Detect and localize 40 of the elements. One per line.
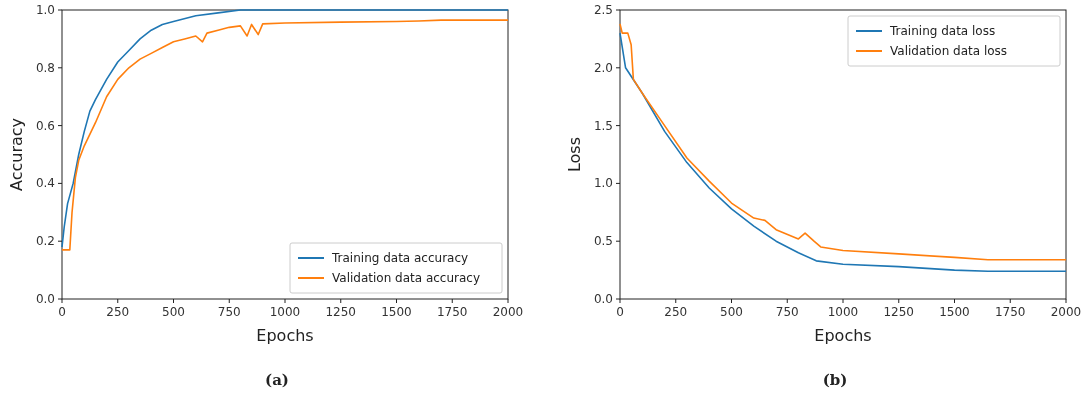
y-tick-label: 0.2 bbox=[35, 234, 55, 249]
legend-label: Training data accuracy bbox=[331, 251, 469, 265]
x-tick-label: 1500 bbox=[381, 305, 412, 319]
y-tick-label: 0.0 bbox=[35, 292, 55, 306]
x-tick-label: 500 bbox=[720, 305, 743, 319]
y-tick-label: 2.0 bbox=[593, 60, 613, 75]
x-tick-label: 2000 bbox=[492, 305, 524, 319]
y-axis-title: Loss bbox=[565, 136, 584, 173]
y-tick-label: 1.5 bbox=[593, 118, 613, 133]
y-tick-label: 2.5 bbox=[593, 3, 613, 17]
y-tick-label: 0.4 bbox=[35, 176, 55, 191]
x-tick-label: 1250 bbox=[883, 305, 915, 319]
x-tick-label: 250 bbox=[664, 305, 688, 319]
y-tick-label: 0.8 bbox=[35, 60, 55, 75]
x-tick-label: 1000 bbox=[269, 305, 301, 319]
y-tick-label: 0.6 bbox=[35, 118, 55, 133]
legend-label: Training data loss bbox=[889, 24, 996, 38]
y-axis-title: Accuracy bbox=[7, 117, 26, 192]
x-tick-label: 250 bbox=[106, 305, 130, 319]
legend-label: Validation data loss bbox=[890, 44, 1008, 58]
y-tick-label: 0.0 bbox=[593, 292, 613, 306]
x-tick-label: 1000 bbox=[827, 305, 859, 319]
x-tick-label: 2000 bbox=[1050, 305, 1082, 319]
legend-label: Validation data accuracy bbox=[332, 271, 481, 285]
x-tick-label: 1750 bbox=[436, 305, 468, 319]
x-axis-title: Epochs bbox=[256, 326, 314, 345]
text: (b) bbox=[822, 371, 848, 389]
y-tick-label: 1.0 bbox=[35, 3, 55, 17]
text: (a) bbox=[265, 371, 289, 389]
y-tick-label: 0.5 bbox=[593, 234, 613, 249]
x-tick-label: 750 bbox=[775, 305, 799, 319]
x-tick-label: 1500 bbox=[939, 305, 970, 319]
x-tick-label: 1250 bbox=[325, 305, 357, 319]
x-tick-label: 0 bbox=[58, 305, 66, 319]
x-axis-title: Epochs bbox=[814, 326, 872, 345]
x-tick-label: 500 bbox=[162, 305, 185, 319]
x-tick-label: 1750 bbox=[994, 305, 1026, 319]
y-tick-label: 1.0 bbox=[593, 176, 613, 191]
x-tick-label: 750 bbox=[217, 305, 241, 319]
x-tick-label: 0 bbox=[616, 305, 624, 319]
